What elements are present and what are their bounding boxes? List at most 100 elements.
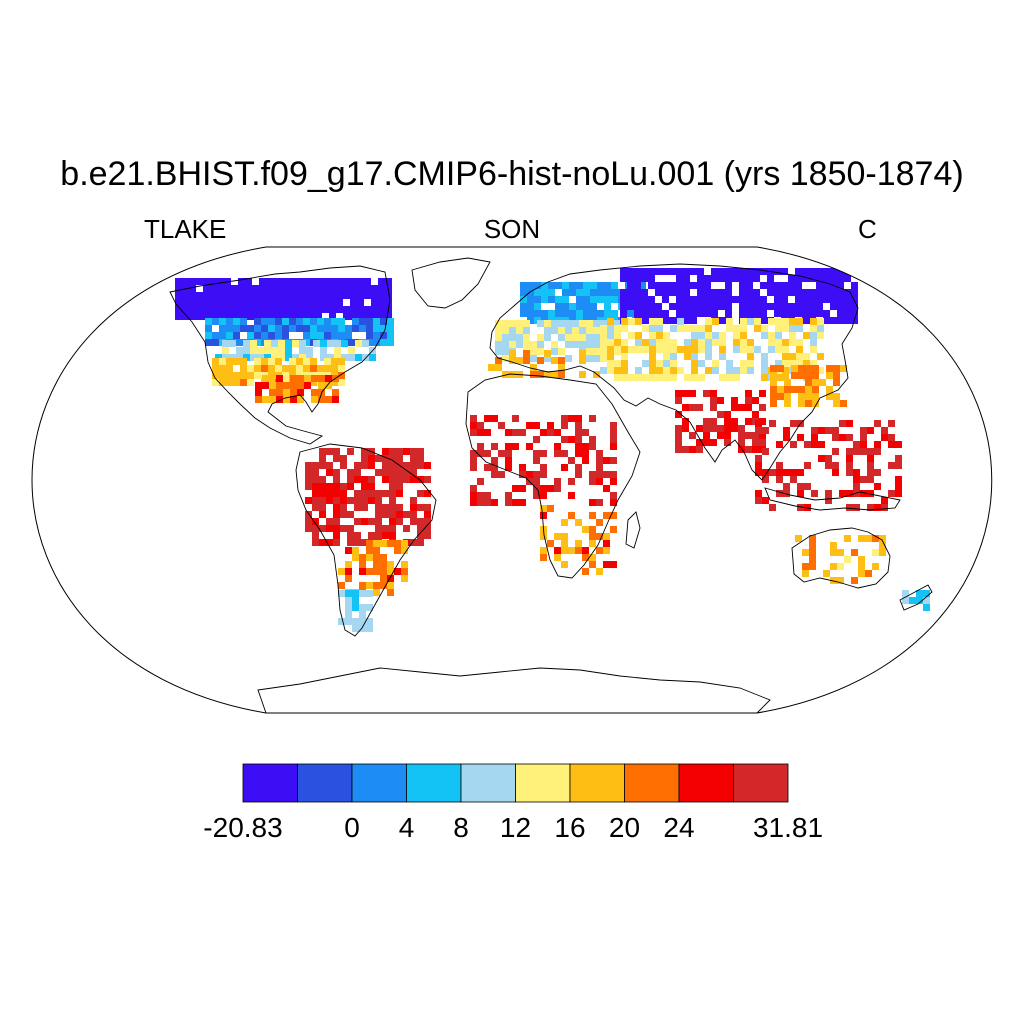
data-cell <box>739 275 746 282</box>
data-cell <box>809 268 816 275</box>
data-cell <box>809 310 816 317</box>
data-cell <box>840 365 847 372</box>
data-cell <box>558 364 565 371</box>
data-cell <box>782 346 789 353</box>
data-cell <box>752 411 759 418</box>
data-cell <box>516 320 523 327</box>
data-cell <box>523 327 530 334</box>
data-cell <box>754 325 761 332</box>
data-cell <box>271 340 278 347</box>
data-cell <box>662 296 669 303</box>
data-cell <box>389 462 396 469</box>
data-cell <box>326 525 333 532</box>
data-cell <box>731 404 738 411</box>
data-cell <box>387 582 394 589</box>
data-cell <box>809 542 816 549</box>
data-cell <box>561 561 568 568</box>
data-cell <box>305 497 312 504</box>
data-cell <box>305 525 312 532</box>
data-cell <box>753 275 760 282</box>
data-cell <box>189 292 196 299</box>
data-cell <box>575 519 582 526</box>
data-cell <box>541 310 548 317</box>
data-cell <box>642 360 649 367</box>
data-cell <box>569 289 576 296</box>
data-cell <box>867 427 874 434</box>
data-cell <box>746 303 753 310</box>
data-cell <box>839 420 846 427</box>
data-cell <box>231 299 238 306</box>
data-cell <box>837 310 844 317</box>
data-cell <box>294 285 301 292</box>
data-cell <box>385 285 392 292</box>
data-cell <box>333 511 340 518</box>
data-cell <box>775 332 782 339</box>
data-cell <box>683 289 690 296</box>
data-cell <box>789 353 796 360</box>
data-cell <box>607 332 614 339</box>
data-cell <box>621 318 628 325</box>
data-cell <box>226 318 233 325</box>
data-cell <box>175 306 182 313</box>
data-cell <box>710 439 717 446</box>
data-cell <box>804 504 811 511</box>
data-cell <box>273 313 280 320</box>
data-cell <box>698 360 705 367</box>
data-cell <box>215 354 222 361</box>
data-cell <box>224 285 231 292</box>
data-cell <box>366 339 373 346</box>
data-cell <box>350 313 357 320</box>
data-cell <box>745 446 752 453</box>
data-cell <box>352 554 359 561</box>
data-cell <box>233 372 240 379</box>
data-cell <box>345 568 352 575</box>
data-cell <box>247 365 254 372</box>
data-cell <box>562 282 569 289</box>
data-cell <box>805 400 812 407</box>
data-cell <box>345 332 352 339</box>
data-cell <box>610 561 617 568</box>
data-cell <box>565 341 572 348</box>
data-cell <box>296 365 303 372</box>
data-cell <box>697 303 704 310</box>
data-cell <box>299 347 306 354</box>
data-cell <box>747 367 754 374</box>
data-cell <box>182 292 189 299</box>
data-cell <box>315 278 322 285</box>
data-cell <box>275 358 282 365</box>
data-cell <box>182 299 189 306</box>
data-cell <box>410 539 417 546</box>
data-cell <box>710 425 717 432</box>
data-cell <box>547 422 554 429</box>
data-cell <box>205 325 212 332</box>
data-cell <box>319 455 326 462</box>
data-cell <box>733 332 740 339</box>
data-cell <box>724 439 731 446</box>
data-cell <box>726 367 733 374</box>
data-cell <box>572 320 579 327</box>
data-cell <box>851 549 858 556</box>
data-cell <box>575 443 582 450</box>
data-cell <box>533 478 540 485</box>
data-cell <box>196 313 203 320</box>
data-cell <box>364 278 371 285</box>
data-cell <box>818 441 825 448</box>
data-cell <box>292 354 299 361</box>
data-cell <box>332 396 339 403</box>
data-cell <box>635 374 642 381</box>
data-cell <box>582 443 589 450</box>
data-cell <box>378 278 385 285</box>
data-cell <box>691 360 698 367</box>
data-cell <box>477 429 484 436</box>
data-cell <box>354 469 361 476</box>
data-cell <box>865 570 872 577</box>
data-cell <box>189 306 196 313</box>
data-cell <box>788 310 795 317</box>
data-cell <box>600 320 607 327</box>
data-cell <box>333 490 340 497</box>
data-cell <box>343 285 350 292</box>
data-cell <box>289 325 296 332</box>
data-cell <box>590 310 597 317</box>
data-cell <box>762 448 769 455</box>
data-cell <box>607 325 614 332</box>
